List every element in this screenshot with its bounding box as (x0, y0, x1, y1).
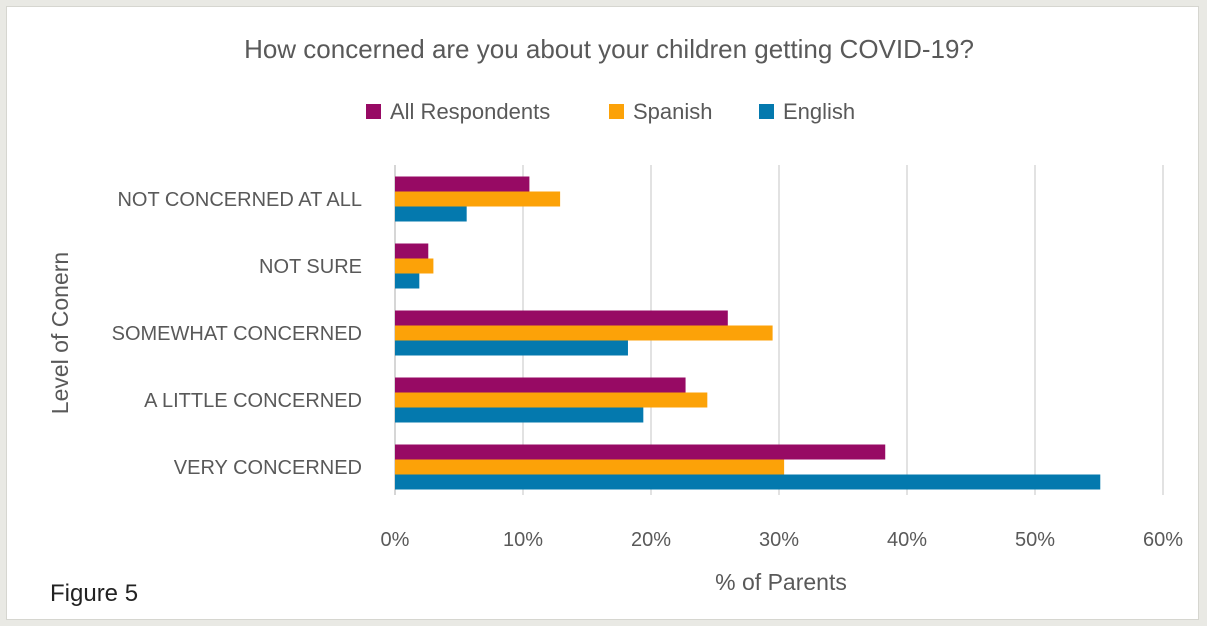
bar-spanish-not-sure (395, 258, 434, 274)
category-label-not-concerned-at-all: NOT CONCERNED AT ALL (117, 189, 362, 211)
bar-spanish-a-little-concerned (395, 392, 708, 408)
bar-spanish-not-concerned-at-all (395, 191, 561, 207)
bar-all-respondents-not-concerned-at-all (395, 176, 530, 192)
x-tick-label: 50% (1015, 529, 1055, 551)
x-tick-label: 60% (1143, 529, 1183, 551)
y-axis-label: Level of Conern (47, 252, 73, 414)
x-tick-label: 20% (631, 529, 671, 551)
bar-english-not-concerned-at-all (395, 206, 467, 222)
category-label-a-little-concerned: A LITTLE CONCERNED (144, 390, 362, 412)
legend-label-spanish: Spanish (633, 99, 713, 124)
legend: All Respondents Spanish English (366, 99, 855, 124)
category-label-not-sure: NOT SURE (259, 256, 362, 278)
legend-label-english: English (783, 99, 855, 124)
legend-swatch-spanish (609, 104, 624, 119)
figure-label: Figure 5 (50, 580, 138, 607)
category-labels: NOT CONCERNED AT ALL NOT SURE SOMEWHAT CON… (112, 189, 362, 479)
category-label-very-concerned: VERY CONCERNED (174, 457, 362, 479)
chart-title: How concerned are you about your childre… (244, 34, 974, 64)
x-tick-label: 10% (503, 529, 543, 551)
x-tick-label: 40% (887, 529, 927, 551)
x-tick-label: 30% (759, 529, 799, 551)
bar-spanish-somewhat-concerned (395, 325, 773, 341)
x-tick-label: 0% (381, 529, 410, 551)
bar-english-very-concerned (395, 474, 1101, 490)
bar-all-respondents-not-sure (395, 243, 429, 259)
x-axis-label: % of Parents (715, 569, 847, 595)
bar-all-respondents-somewhat-concerned (395, 310, 728, 326)
category-label-somewhat-concerned: SOMEWHAT CONCERNED (112, 323, 362, 345)
x-tick-labels: 0% 10% 20% 30% 40% 50% 60% (381, 529, 1184, 551)
bar-all-respondents-a-little-concerned (395, 377, 686, 393)
legend-swatch-english (759, 104, 774, 119)
legend-label-all-respondents: All Respondents (390, 99, 550, 124)
legend-swatch-all-respondents (366, 104, 381, 119)
bar-english-not-sure (395, 273, 420, 289)
bars (395, 176, 1101, 490)
bar-spanish-very-concerned (395, 459, 785, 475)
bar-english-somewhat-concerned (395, 340, 628, 356)
bar-all-respondents-very-concerned (395, 444, 886, 460)
bar-english-a-little-concerned (395, 407, 644, 423)
